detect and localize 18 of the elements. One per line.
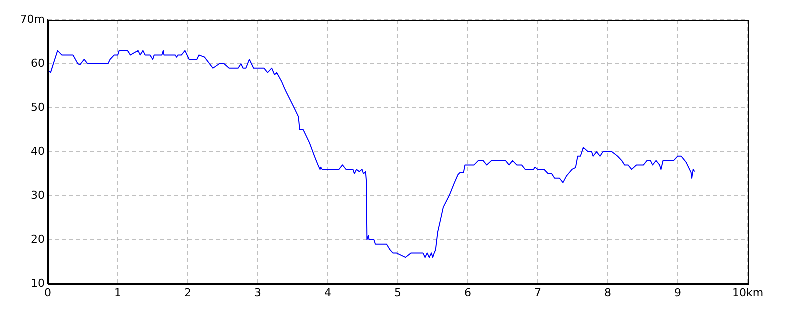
y-tick-label: 10 <box>31 276 45 290</box>
x-tick-label: 10km <box>732 286 764 300</box>
x-tick-label: 9 <box>674 286 682 300</box>
y-tick-label: 60 <box>31 56 45 70</box>
y-tick-label: 30 <box>31 188 45 202</box>
x-tick-label: 3 <box>254 286 262 300</box>
x-tick-label: 1 <box>114 286 122 300</box>
y-tick-label: 70m <box>20 12 45 26</box>
x-tick-label: 4 <box>324 286 332 300</box>
x-tick-label: 5 <box>394 286 402 300</box>
y-tick-label: 40 <box>31 144 45 158</box>
x-tick-label: 6 <box>464 286 472 300</box>
x-tick-label: 0 <box>44 286 52 300</box>
y-tick-label: 50 <box>31 100 45 114</box>
y-tick-label: 20 <box>31 232 45 246</box>
x-tick-label: 8 <box>604 286 612 300</box>
x-tick-label: 2 <box>184 286 192 300</box>
x-tick-label: 7 <box>534 286 542 300</box>
